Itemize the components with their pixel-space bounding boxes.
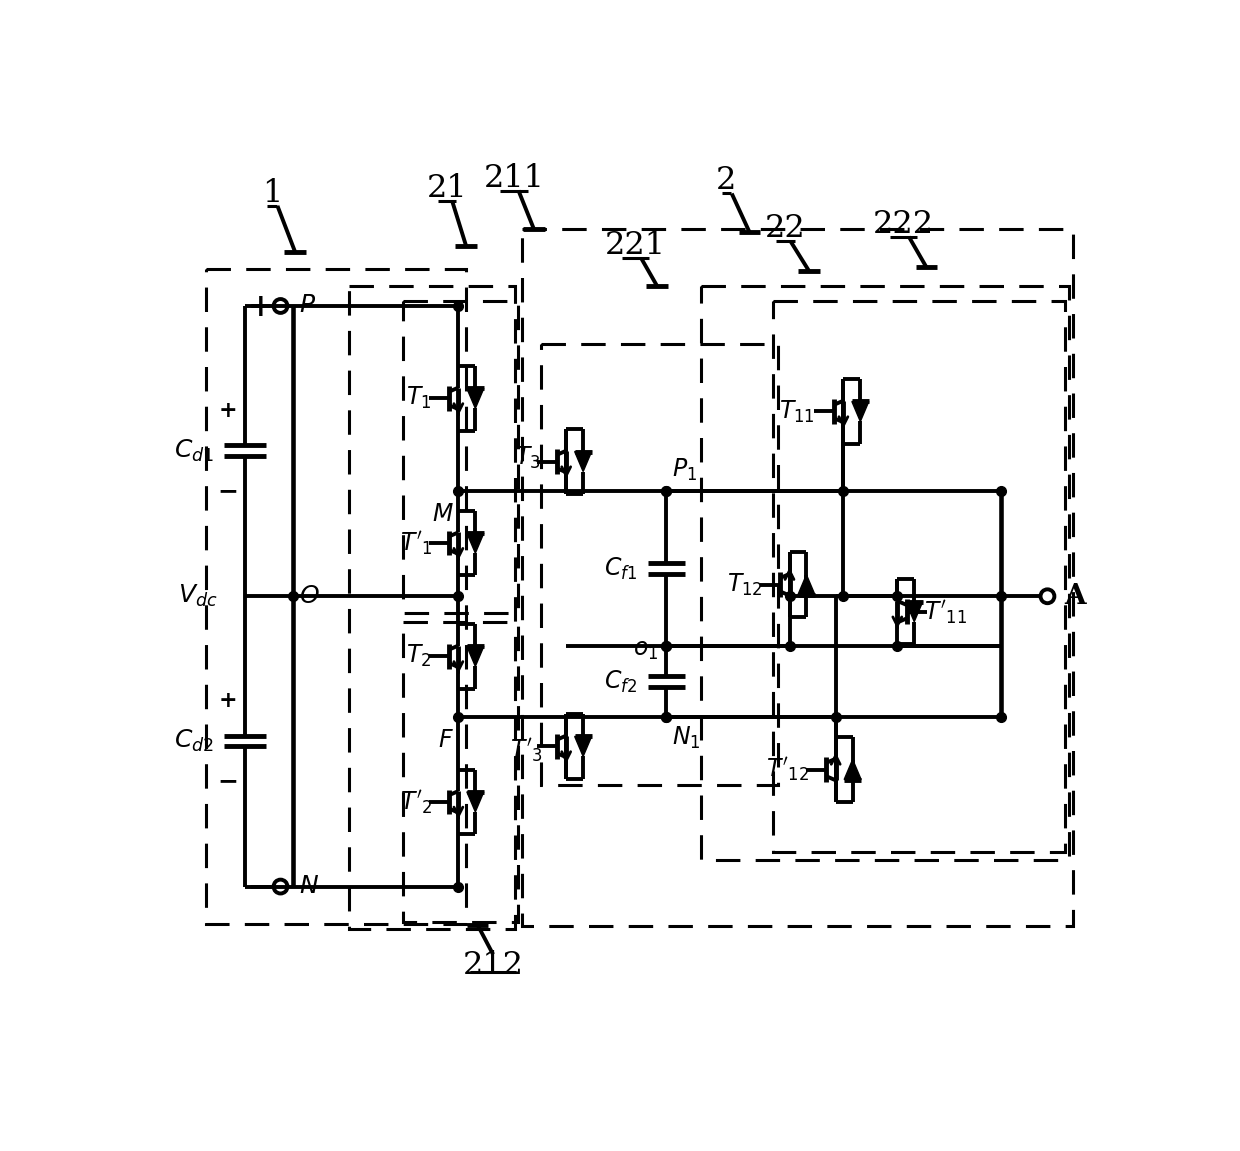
- Text: $C_{f2}$: $C_{f2}$: [604, 669, 637, 695]
- Text: +: +: [218, 689, 238, 712]
- Bar: [541, 344, 777, 785]
- Text: 1: 1: [262, 178, 283, 209]
- Text: $T'_3$: $T'_3$: [510, 737, 543, 764]
- Text: $T_{11}$: $T_{11}$: [779, 398, 815, 425]
- Text: −: −: [218, 769, 238, 793]
- Polygon shape: [844, 760, 861, 779]
- Text: +: +: [218, 399, 238, 421]
- Text: $T_2$: $T_2$: [405, 643, 432, 670]
- Text: $N_1$: $N_1$: [672, 725, 701, 752]
- Text: $M$: $M$: [432, 503, 454, 526]
- Text: 21: 21: [427, 173, 467, 204]
- Text: $T'_2$: $T'_2$: [399, 788, 433, 816]
- Bar: [206, 269, 466, 923]
- Text: $o_1$: $o_1$: [634, 639, 658, 662]
- Bar: [701, 285, 1069, 860]
- Text: $T_3$: $T_3$: [515, 444, 541, 471]
- Bar: [403, 302, 518, 613]
- Text: $T'_{11}$: $T'_{11}$: [924, 597, 966, 626]
- Text: $P$: $P$: [299, 295, 316, 318]
- Polygon shape: [467, 792, 484, 811]
- Text: $T'_{12}$: $T'_{12}$: [766, 755, 810, 784]
- Text: $V_{dc}$: $V_{dc}$: [179, 584, 218, 609]
- Text: −: −: [218, 479, 238, 503]
- Bar: [350, 285, 515, 929]
- Text: $F$: $F$: [438, 730, 454, 753]
- Text: 212: 212: [463, 951, 523, 982]
- Bar: [403, 622, 518, 922]
- Text: 222: 222: [873, 208, 934, 239]
- Text: $C_{d2}$: $C_{d2}$: [175, 727, 215, 754]
- Text: $T_1$: $T_1$: [405, 386, 432, 411]
- Polygon shape: [467, 388, 484, 409]
- Polygon shape: [467, 533, 484, 554]
- Text: $N$: $N$: [299, 875, 319, 898]
- Polygon shape: [905, 602, 923, 622]
- Text: 221: 221: [605, 230, 666, 261]
- Polygon shape: [799, 574, 815, 595]
- Text: −: −: [247, 870, 274, 904]
- Text: A: A: [1064, 582, 1086, 610]
- Text: 211: 211: [484, 162, 544, 193]
- Bar: [773, 302, 1065, 852]
- Text: $C_{f1}$: $C_{f1}$: [604, 556, 637, 581]
- Polygon shape: [574, 737, 591, 756]
- Polygon shape: [467, 647, 484, 666]
- Text: $C_{d1}$: $C_{d1}$: [175, 437, 215, 464]
- Text: $P_1$: $P_1$: [672, 457, 698, 483]
- Text: $T'_1$: $T'_1$: [399, 529, 433, 557]
- Bar: [522, 229, 1073, 925]
- Polygon shape: [852, 402, 869, 421]
- Text: 22: 22: [765, 213, 806, 244]
- Text: $O$: $O$: [299, 585, 320, 608]
- Polygon shape: [574, 451, 591, 472]
- Text: +: +: [248, 292, 273, 323]
- Text: $T_{12}$: $T_{12}$: [727, 572, 763, 597]
- Text: 2: 2: [717, 165, 737, 196]
